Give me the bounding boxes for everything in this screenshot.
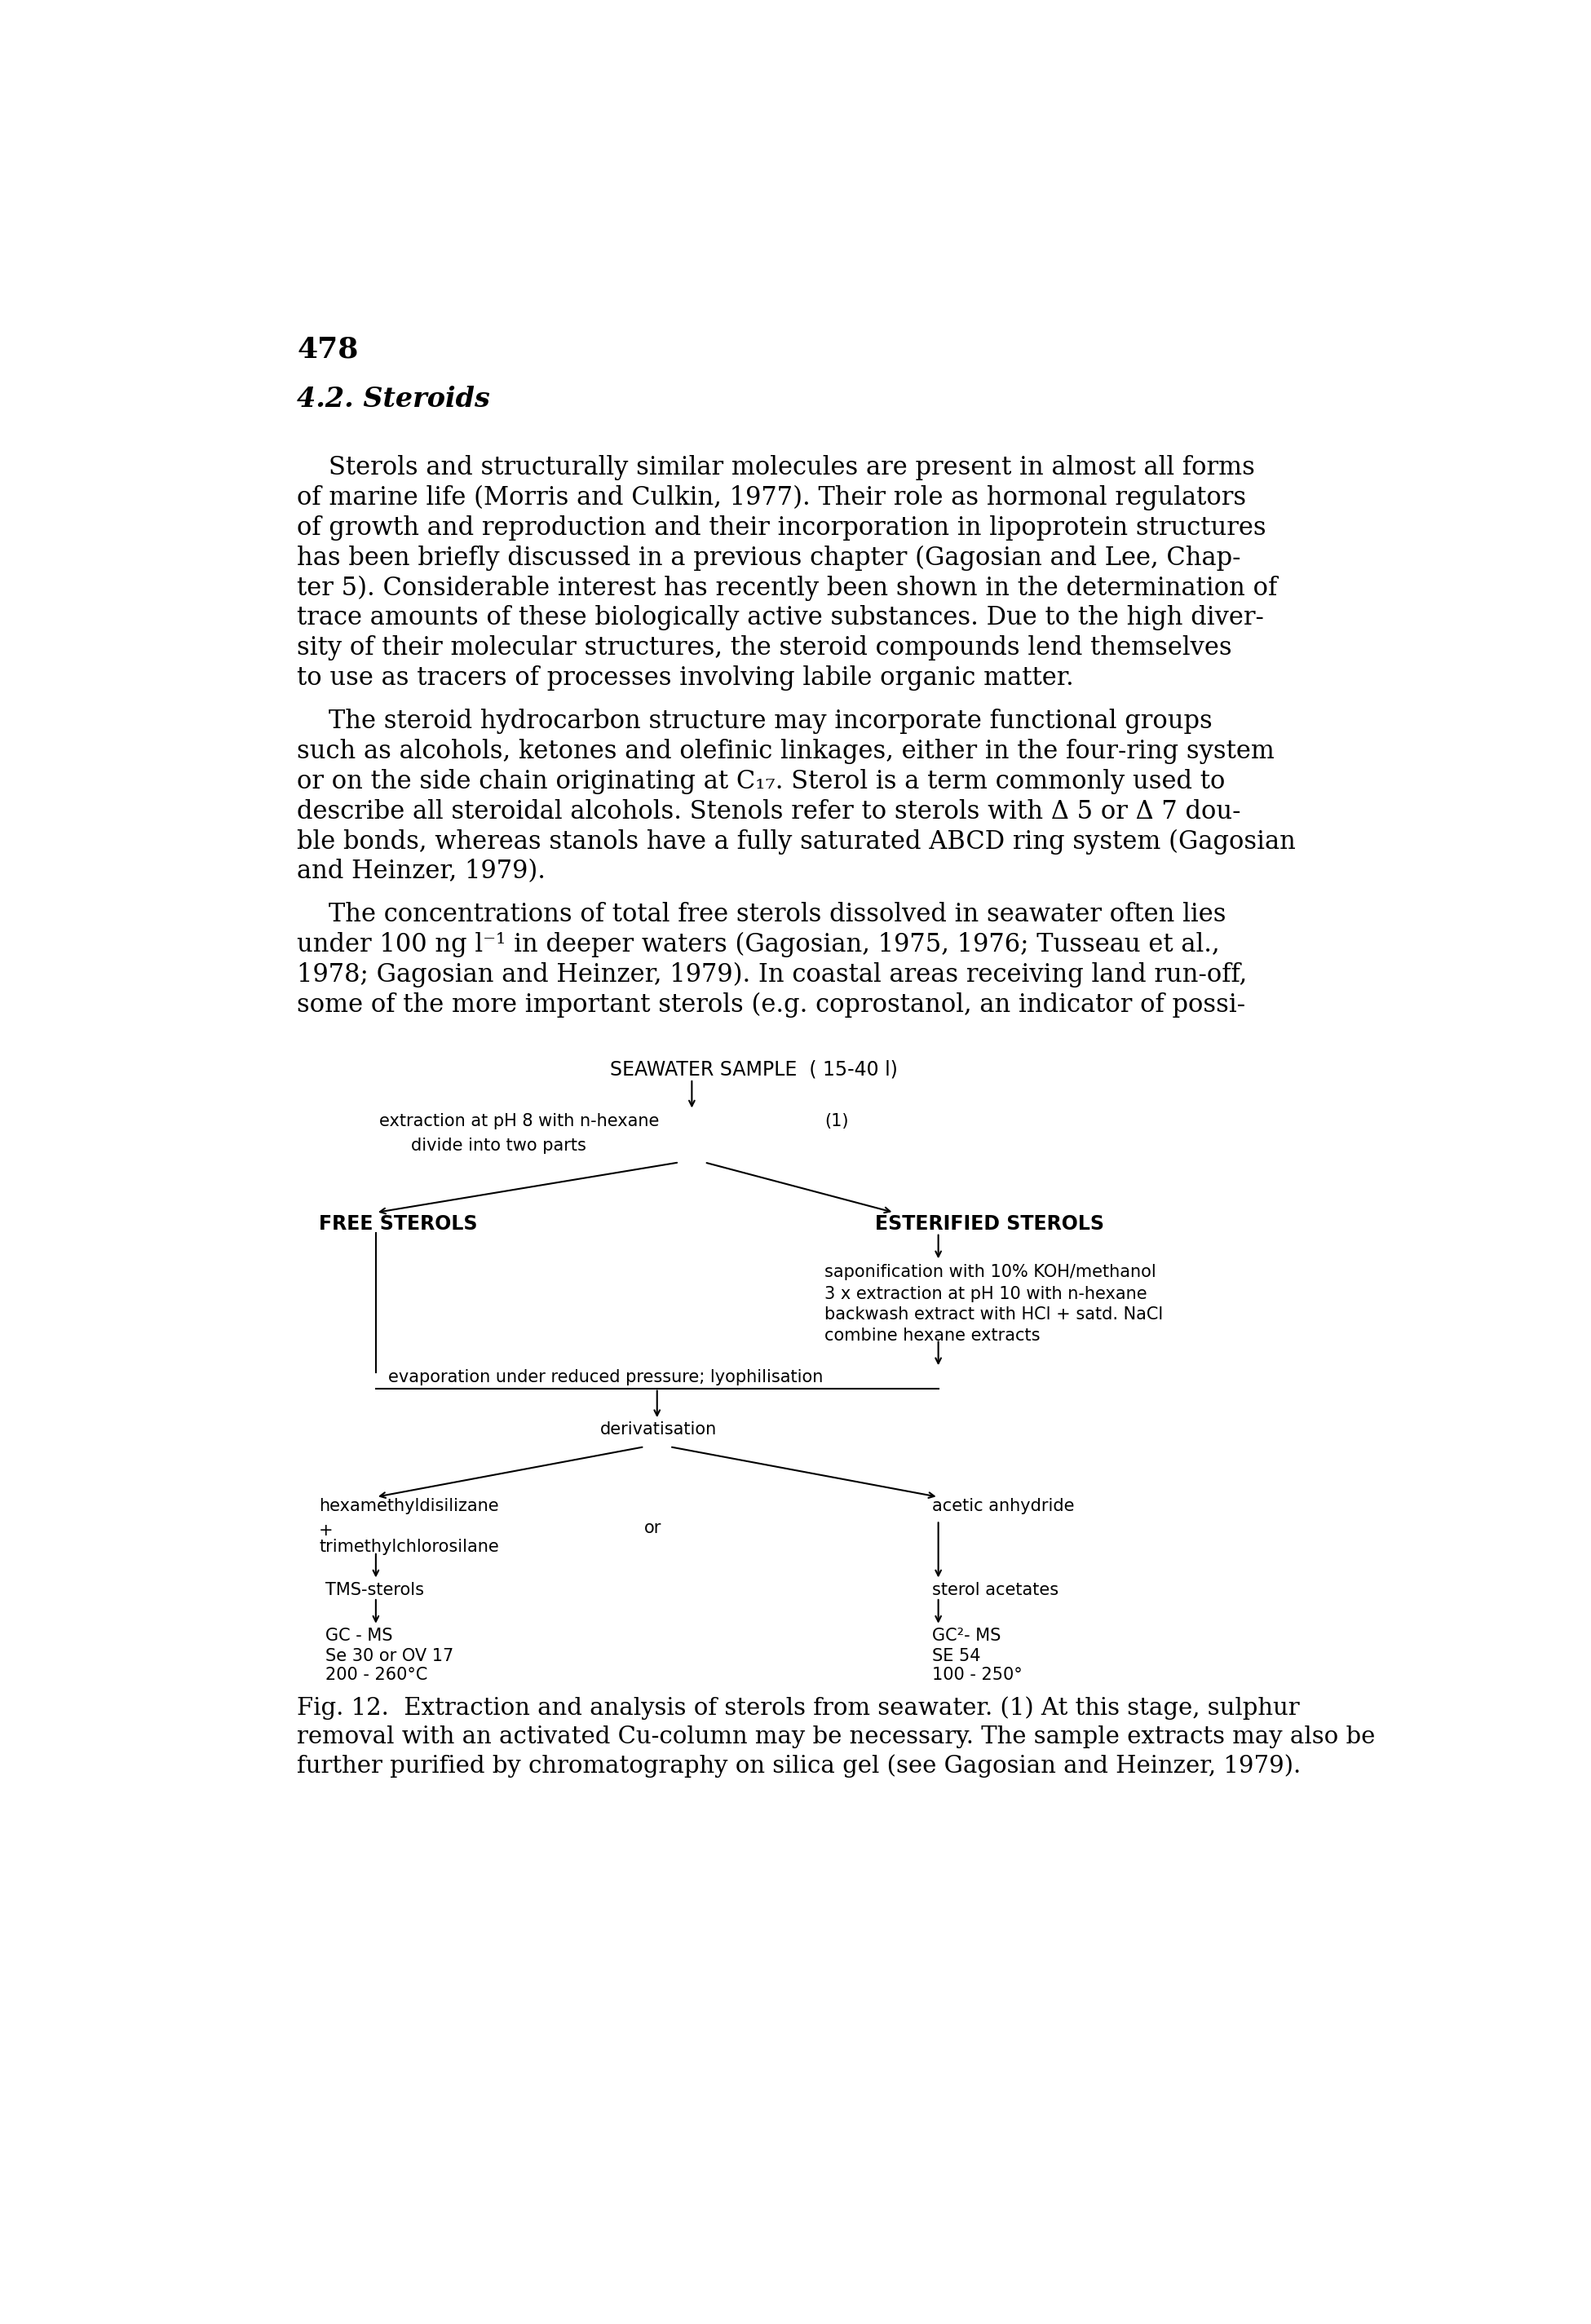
- Text: trimethylchlorosilane: trimethylchlorosilane: [318, 1538, 500, 1555]
- Text: sterol acetates: sterol acetates: [932, 1583, 1058, 1599]
- Text: SEAWATER SAMPLE  ( 15-40 l): SEAWATER SAMPLE ( 15-40 l): [609, 1060, 897, 1081]
- Text: The steroid hydrocarbon structure may incorporate functional groups: The steroid hydrocarbon structure may in…: [298, 709, 1212, 734]
- Text: Se 30 or OV 17: Se 30 or OV 17: [325, 1648, 453, 1664]
- Text: The concentrations of total free sterols dissolved in seawater often lies: The concentrations of total free sterols…: [298, 902, 1227, 927]
- Text: SE 54: SE 54: [932, 1648, 980, 1664]
- Text: (1): (1): [824, 1113, 848, 1129]
- Text: saponification with 10% KOH/methanol: saponification with 10% KOH/methanol: [824, 1264, 1157, 1281]
- Text: of growth and reproduction and their incorporation in lipoprotein structures: of growth and reproduction and their inc…: [298, 516, 1266, 539]
- Text: combine hexane extracts: combine hexane extracts: [824, 1327, 1041, 1343]
- Text: FREE STEROLS: FREE STEROLS: [318, 1213, 477, 1234]
- Text: GC²- MS: GC²- MS: [932, 1627, 1001, 1643]
- Text: such as alcohols, ketones and olefinic linkages, either in the four-ring system: such as alcohols, ketones and olefinic l…: [298, 739, 1274, 765]
- Text: derivatisation: derivatisation: [600, 1422, 718, 1439]
- Text: removal with an activated Cu-column may be necessary. The sample extracts may al: removal with an activated Cu-column may …: [298, 1724, 1375, 1748]
- Text: Fig. 12.  Extraction and analysis of sterols from seawater. (1) At this stage, s: Fig. 12. Extraction and analysis of ster…: [298, 1697, 1300, 1720]
- Text: evaporation under reduced pressure; lyophilisation: evaporation under reduced pressure; lyop…: [388, 1369, 824, 1385]
- Text: describe all steroidal alcohols. Stenols refer to sterols with Δ 5 or Δ 7 dou-: describe all steroidal alcohols. Stenols…: [298, 799, 1241, 825]
- Text: sity of their molecular structures, the steroid compounds lend themselves: sity of their molecular structures, the …: [298, 634, 1231, 660]
- Text: ble bonds, whereas stanols have a fully saturated ABCD ring system (Gagosian: ble bonds, whereas stanols have a fully …: [298, 830, 1295, 855]
- Text: has been briefly discussed in a previous chapter (Gagosian and Lee, Chap-: has been briefly discussed in a previous…: [298, 546, 1241, 572]
- Text: 100 - 250°: 100 - 250°: [932, 1666, 1023, 1683]
- Text: 1978; Gagosian and Heinzer, 1979). In coastal areas receiving land run-off,: 1978; Gagosian and Heinzer, 1979). In co…: [298, 962, 1247, 988]
- Text: hexamethyldisilizane: hexamethyldisilizane: [318, 1499, 500, 1515]
- Text: GC - MS: GC - MS: [325, 1627, 393, 1643]
- Text: or on the side chain originating at C₁₇. Sterol is a term commonly used to: or on the side chain originating at C₁₇.…: [298, 769, 1225, 795]
- Text: divide into two parts: divide into two parts: [410, 1136, 585, 1153]
- Text: TMS-sterols: TMS-sterols: [325, 1583, 423, 1599]
- Text: Sterols and structurally similar molecules are present in almost all forms: Sterols and structurally similar molecul…: [298, 456, 1255, 481]
- Text: ESTERIFIED STEROLS: ESTERIFIED STEROLS: [875, 1213, 1104, 1234]
- Text: 200 - 260°C: 200 - 260°C: [325, 1666, 428, 1683]
- Text: some of the more important sterols (e.g. coprostanol, an indicator of possi-: some of the more important sterols (e.g.…: [298, 992, 1246, 1018]
- Text: trace amounts of these biologically active substances. Due to the high diver-: trace amounts of these biologically acti…: [298, 604, 1263, 630]
- Text: 3 x extraction at pH 10 with n-hexane: 3 x extraction at pH 10 with n-hexane: [824, 1285, 1147, 1301]
- Text: of marine life (Morris and Culkin, 1977). Their role as hormonal regulators: of marine life (Morris and Culkin, 1977)…: [298, 486, 1246, 511]
- Text: further purified by chromatography on silica gel (see Gagosian and Heinzer, 1979: further purified by chromatography on si…: [298, 1755, 1301, 1778]
- Text: or: or: [644, 1520, 662, 1536]
- Text: +: +: [318, 1522, 334, 1538]
- Text: and Heinzer, 1979).: and Heinzer, 1979).: [298, 860, 546, 885]
- Text: extraction at pH 8 with n-hexane: extraction at pH 8 with n-hexane: [379, 1113, 659, 1129]
- Text: 4.2. Steroids: 4.2. Steroids: [298, 386, 490, 414]
- Text: backwash extract with HCl + satd. NaCl: backwash extract with HCl + satd. NaCl: [824, 1306, 1163, 1322]
- Text: to use as tracers of processes involving labile organic matter.: to use as tracers of processes involving…: [298, 665, 1074, 690]
- Text: 478: 478: [298, 335, 358, 363]
- Text: under 100 ng l⁻¹ in deeper waters (Gagosian, 1975, 1976; Tusseau et al.,: under 100 ng l⁻¹ in deeper waters (Gagos…: [298, 932, 1220, 957]
- Text: acetic anhydride: acetic anhydride: [932, 1499, 1074, 1515]
- Text: ter 5). Considerable interest has recently been shown in the determination of: ter 5). Considerable interest has recent…: [298, 576, 1278, 600]
